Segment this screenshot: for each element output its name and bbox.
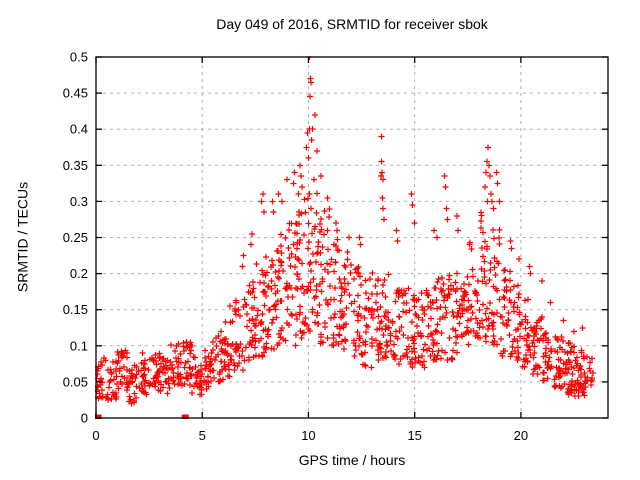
zero-value-marker	[181, 414, 189, 419]
scatter-markers	[95, 56, 596, 407]
y-tick-label: 0.1	[70, 338, 88, 353]
y-tick-label: 0.3	[70, 194, 88, 209]
y-tick-label: 0.15	[63, 302, 88, 317]
x-tick-label: 0	[92, 428, 99, 443]
x-tick-label: 10	[301, 428, 315, 443]
grid-lines	[96, 57, 608, 418]
data-points	[95, 56, 596, 419]
y-tick-label: 0.05	[63, 374, 88, 389]
y-tick-label: 0.25	[63, 230, 88, 245]
x-tick-label: 15	[407, 428, 421, 443]
x-axis-label: GPS time / hours	[298, 452, 406, 468]
x-tick-label: 5	[199, 428, 206, 443]
zero-value-marker	[95, 414, 102, 419]
x-tick-label: 20	[514, 428, 528, 443]
y-tick-label: 0	[81, 411, 88, 426]
y-tick-label: 0.45	[63, 86, 88, 101]
y-tick-label: 0.4	[70, 122, 88, 137]
chart-title: Day 049 of 2016, SRMTID for receiver sbo…	[216, 16, 488, 32]
plot-frame	[95, 56, 609, 419]
y-tick-label: 0.5	[70, 50, 88, 65]
y-tick-label: 0.2	[70, 266, 88, 281]
y-tick-label: 0.35	[63, 158, 88, 173]
tick-labels: 0 5 10 15 20 0 0.05 0.1 0.15 0.2 0.25 0.3 0.35 0.4 0.4…	[63, 50, 528, 444]
